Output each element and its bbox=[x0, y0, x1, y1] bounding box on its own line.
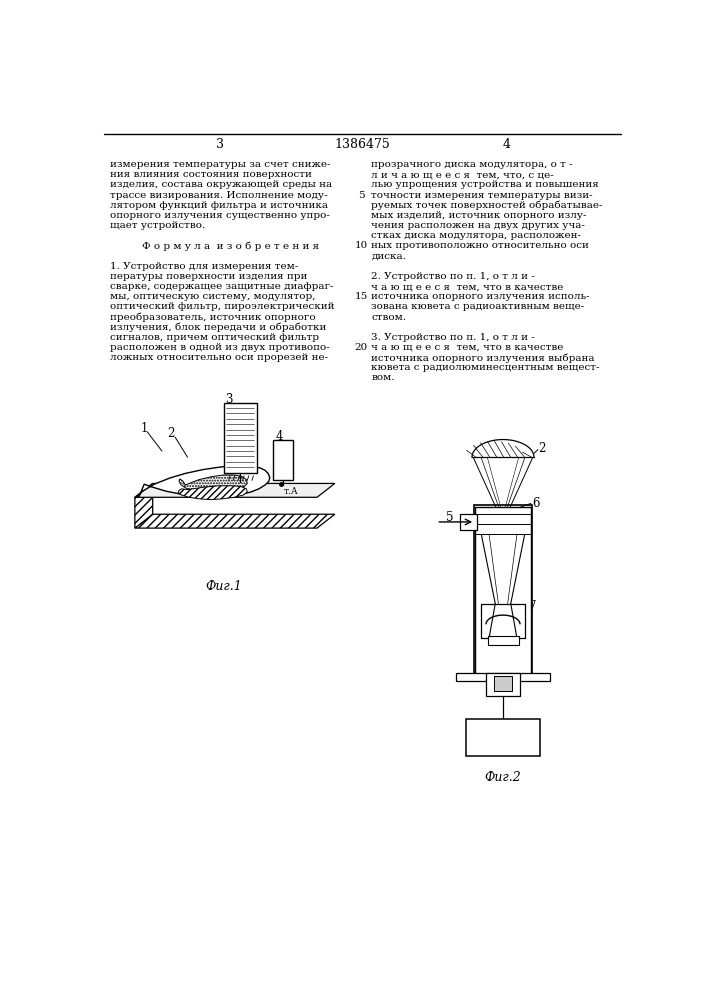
Text: 8: 8 bbox=[522, 632, 529, 645]
Text: измерения температуры за счет сниже-: измерения температуры за счет сниже- bbox=[110, 160, 331, 169]
Text: чения расположен на двух других уча-: чения расположен на двух других уча- bbox=[371, 221, 585, 230]
Text: источника опорного излучения исполь-: источника опорного излучения исполь- bbox=[371, 292, 590, 301]
Text: 10: 10 bbox=[494, 731, 512, 745]
Text: 15: 15 bbox=[354, 292, 368, 301]
Text: 9: 9 bbox=[505, 674, 512, 687]
Text: 1386475: 1386475 bbox=[334, 138, 390, 151]
Text: пературы поверхности изделия при: пературы поверхности изделия при bbox=[110, 272, 308, 281]
Text: изделия, состава окружающей среды на: изделия, состава окружающей среды на bbox=[110, 180, 332, 189]
Bar bbox=[481, 604, 525, 638]
Text: опорного излучения существенно упро-: опорного излучения существенно упро- bbox=[110, 211, 330, 220]
Text: ч а ю щ е е с я  тем, что в качестве: ч а ю щ е е с я тем, что в качестве bbox=[371, 282, 563, 291]
Text: лью упрощения устройства и повышения: лью упрощения устройства и повышения bbox=[371, 180, 599, 189]
Text: 5: 5 bbox=[358, 191, 365, 200]
Text: лятором функций фильтра и источника: лятором функций фильтра и источника bbox=[110, 201, 328, 210]
Text: Фиг.2: Фиг.2 bbox=[484, 771, 521, 784]
Bar bbox=[488, 636, 518, 645]
Text: Фиг.1: Фиг.1 bbox=[206, 580, 243, 593]
Text: кювета с радиолюминесцентным вещест-: кювета с радиолюминесцентным вещест- bbox=[371, 363, 600, 372]
Text: точности измерения температуры визи-: точности измерения температуры визи- bbox=[371, 191, 593, 200]
Text: 6: 6 bbox=[532, 497, 540, 510]
Text: 3. Устройство по п. 1, о т л и -: 3. Устройство по п. 1, о т л и - bbox=[371, 333, 535, 342]
Bar bbox=[460, 514, 477, 530]
Text: ством.: ством. bbox=[371, 312, 407, 322]
Bar bbox=[486, 673, 520, 696]
Text: 3: 3 bbox=[225, 393, 233, 406]
Text: 2: 2 bbox=[168, 427, 175, 440]
Text: щает устройство.: щает устройство. bbox=[110, 221, 205, 230]
Text: ч а ю щ е е с я  тем, что в качестве: ч а ю щ е е с я тем, что в качестве bbox=[371, 343, 563, 352]
Text: мых изделий, источник опорного излу-: мых изделий, источник опорного излу- bbox=[371, 211, 587, 220]
Text: 2: 2 bbox=[539, 442, 546, 455]
Bar bbox=[474, 505, 532, 677]
Polygon shape bbox=[178, 486, 247, 500]
Polygon shape bbox=[472, 440, 534, 457]
Text: 1. Устройство для измерения тем-: 1. Устройство для измерения тем- bbox=[110, 262, 298, 271]
Bar bbox=[466, 719, 540, 756]
Text: стках диска модулятора, расположен-: стках диска модулятора, расположен- bbox=[371, 231, 581, 240]
Text: т.А: т.А bbox=[284, 487, 298, 496]
Text: оптический фильтр, пироэлектрический: оптический фильтр, пироэлектрический bbox=[110, 302, 334, 311]
Text: руемых точек поверхностей обрабатывае-: руемых точек поверхностей обрабатывае- bbox=[371, 201, 603, 210]
Bar bbox=[273, 440, 293, 480]
Text: диска.: диска. bbox=[371, 252, 406, 261]
Text: 20: 20 bbox=[354, 343, 368, 352]
Bar bbox=[456, 673, 550, 681]
Text: сигналов, причем оптический фильтр: сигналов, причем оптический фильтр bbox=[110, 333, 319, 342]
Text: 4: 4 bbox=[276, 430, 284, 443]
Text: мы, оптическую систему, модулятор,: мы, оптическую систему, модулятор, bbox=[110, 292, 315, 301]
Text: ных противоположно относительно оси: ных противоположно относительно оси bbox=[371, 241, 589, 250]
Bar bbox=[475, 507, 531, 676]
Polygon shape bbox=[135, 483, 335, 497]
Text: 2. Устройство по п. 1, о т л и -: 2. Устройство по п. 1, о т л и - bbox=[371, 272, 535, 281]
Text: ложных относительно оси прорезей не-: ложных относительно оси прорезей не- bbox=[110, 353, 328, 362]
Text: Ф о р м у л а  и з о б р е т е н и я: Ф о р м у л а и з о б р е т е н и я bbox=[141, 241, 319, 251]
Text: источника опорного излучения выбрана: источника опорного излучения выбрана bbox=[371, 353, 595, 363]
Text: л и ч а ю щ е е с я  тем, что, с це-: л и ч а ю щ е е с я тем, что, с це- bbox=[371, 170, 554, 179]
Polygon shape bbox=[136, 466, 270, 497]
Text: вом.: вом. bbox=[371, 373, 395, 382]
Text: 10: 10 bbox=[354, 241, 368, 250]
Text: сварке, содержащее защитные диафраг-: сварке, содержащее защитные диафраг- bbox=[110, 282, 334, 291]
Text: расположен в одной из двух противопо-: расположен в одной из двух противопо- bbox=[110, 343, 330, 352]
Text: ния влияния состояния поверхности: ния влияния состояния поверхности bbox=[110, 170, 312, 179]
Text: 1: 1 bbox=[141, 422, 148, 434]
Polygon shape bbox=[179, 475, 247, 493]
Text: трассе визирования. Исполнение моду-: трассе визирования. Исполнение моду- bbox=[110, 191, 327, 200]
Text: 4: 4 bbox=[503, 138, 511, 151]
Text: зована кювета с радиоактивным веще-: зована кювета с радиоактивным веще- bbox=[371, 302, 585, 311]
Text: прозрачного диска модулятора, о т -: прозрачного диска модулятора, о т - bbox=[371, 160, 573, 169]
Bar bbox=[493, 676, 513, 691]
Text: 7: 7 bbox=[530, 600, 537, 613]
Text: излучения, блок передачи и обработки: излучения, блок передачи и обработки bbox=[110, 323, 327, 332]
Text: преобразователь, источник опорного: преобразователь, источник опорного bbox=[110, 312, 316, 322]
Text: 5: 5 bbox=[446, 511, 453, 524]
Polygon shape bbox=[135, 514, 335, 528]
Bar bbox=[224, 403, 257, 473]
Polygon shape bbox=[135, 483, 153, 528]
Text: 3: 3 bbox=[216, 138, 224, 151]
